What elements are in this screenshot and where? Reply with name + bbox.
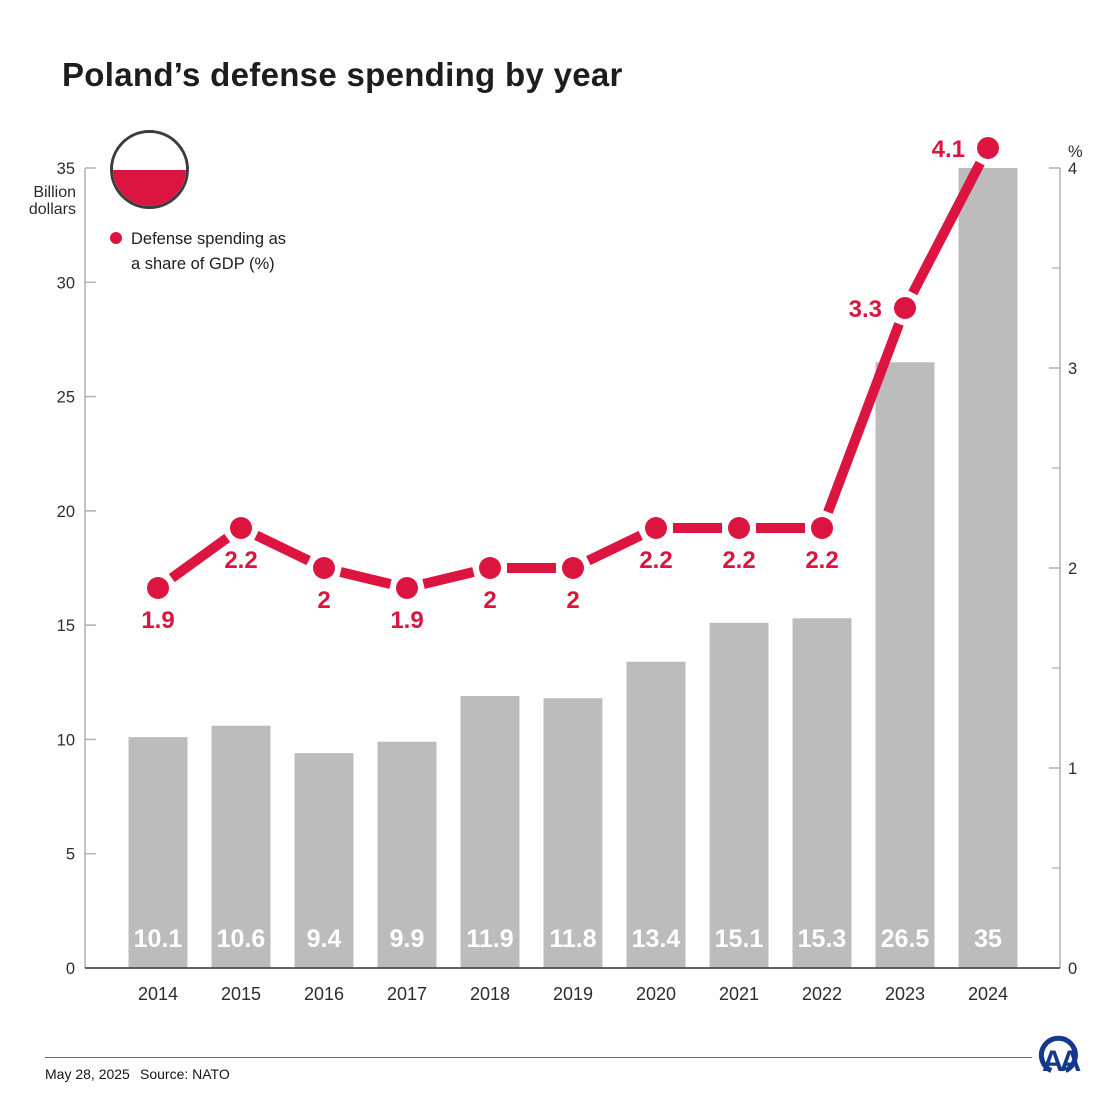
legend-label-line2: a share of GDP (%) <box>131 255 275 273</box>
gdp-value-label-2020: 2.2 <box>639 547 672 574</box>
anadolu-agency-logo-letters: AA <box>1042 1045 1081 1078</box>
gdp-value-label-2021: 2.2 <box>722 547 755 574</box>
gdp-point-2024 <box>977 137 999 159</box>
bar-value-label-2016: 9.4 <box>307 925 342 953</box>
bar-2022 <box>792 618 852 968</box>
footer-source: Source: NATO <box>140 1066 230 1082</box>
gdp-point-2020 <box>645 517 667 539</box>
gdp-value-label-2018: 2 <box>483 587 496 614</box>
gdp-line-segment-2016-2017 <box>339 567 392 589</box>
gdp-point-2016 <box>313 557 335 579</box>
bar-value-label-2018: 11.9 <box>466 925 513 953</box>
x-axis-label-2016: 2016 <box>304 984 344 1004</box>
gdp-point-2021 <box>728 517 750 539</box>
right-axis-tick-label-0: 0 <box>1068 960 1077 978</box>
bar-value-label-2024: 35 <box>974 925 1002 953</box>
gdp-value-label-2016: 2 <box>317 587 330 614</box>
gdp-point-2014 <box>147 577 169 599</box>
x-axis-label-2015: 2015 <box>221 984 261 1004</box>
left-axis-tick-label-25: 25 <box>57 389 75 407</box>
gdp-value-label-2024: 4.1 <box>932 136 965 163</box>
gdp-value-label-2014: 1.9 <box>141 607 174 634</box>
bar-value-label-2022: 15.3 <box>798 925 847 953</box>
gdp-point-2015 <box>230 517 252 539</box>
gdp-value-label-2017: 1.9 <box>390 607 423 634</box>
gdp-point-2023 <box>894 297 916 319</box>
bar-value-label-2015: 10.6 <box>217 925 266 953</box>
footer-date: May 28, 2025 <box>45 1066 130 1082</box>
bar-value-label-2020: 13.4 <box>632 925 681 953</box>
left-axis-tick-label-10: 10 <box>57 731 75 749</box>
left-axis-tick-label-5: 5 <box>66 846 75 864</box>
x-axis-label-2019: 2019 <box>553 984 593 1004</box>
legend-marker-icon <box>110 232 122 244</box>
left-axis-tick-label-15: 15 <box>57 617 75 635</box>
gdp-line-segment-2015-2016 <box>254 530 311 566</box>
bar-2024 <box>958 168 1018 968</box>
bar-value-label-2021: 15.1 <box>715 925 764 953</box>
left-axis-unit-line2: dollars <box>28 201 76 218</box>
gdp-value-label-2015: 2.2 <box>224 547 257 574</box>
x-axis-label-2024: 2024 <box>968 984 1008 1004</box>
gdp-line-segment-2023-2024 <box>908 160 985 296</box>
left-axis-tick-label-30: 30 <box>57 274 75 292</box>
right-axis-tick-label-2: 2 <box>1068 560 1077 578</box>
bar-2023 <box>875 362 935 968</box>
anadolu-agency-logo: AA <box>1038 1035 1085 1078</box>
legend: Defense spending as a share of GDP (%) <box>110 227 286 277</box>
x-axis-label-2021: 2021 <box>719 984 759 1004</box>
anadolu-agency-logo-arc <box>1038 1035 1078 1073</box>
left-axis-unit-label: Billion dollars <box>0 184 76 218</box>
gdp-point-2017 <box>396 577 418 599</box>
x-axis-label-2020: 2020 <box>636 984 676 1004</box>
x-axis-label-2023: 2023 <box>885 984 925 1004</box>
legend-label-line1: Defense spending as <box>131 230 287 248</box>
bar-value-label-2017: 9.9 <box>390 925 425 953</box>
gdp-value-label-2019: 2 <box>566 587 579 614</box>
bar-2019 <box>543 698 603 968</box>
bar-value-label-2014: 10.1 <box>134 925 183 953</box>
bar-2015 <box>211 725 271 968</box>
poland-flag-icon <box>110 130 189 209</box>
page-title: Poland’s defense spending by year <box>62 56 623 93</box>
gdp-point-2019 <box>562 557 584 579</box>
gdp-point-2022 <box>811 517 833 539</box>
left-axis-tick-label-35: 35 <box>57 160 75 178</box>
x-axis-label-2014: 2014 <box>138 984 178 1004</box>
left-axis-unit-line1: Billion <box>33 184 76 201</box>
gdp-value-label-2022: 2.2 <box>805 547 838 574</box>
gdp-line-segment-2019-2020 <box>586 530 643 566</box>
bar-2016 <box>294 753 354 968</box>
bar-2017 <box>377 741 437 968</box>
gdp-line-segment-2017-2018 <box>422 567 475 589</box>
gdp-line-segment-2014-2015 <box>168 533 231 583</box>
gdp-value-label-2023: 3.3 <box>849 296 882 323</box>
x-axis-label-2018: 2018 <box>470 984 510 1004</box>
right-axis-tick-label-1: 1 <box>1068 760 1077 778</box>
footer-divider <box>45 1057 1032 1058</box>
bar-value-label-2019: 11.8 <box>549 925 596 953</box>
bar-2014 <box>128 737 188 968</box>
x-axis-label-2022: 2022 <box>802 984 842 1004</box>
left-axis-tick-label-20: 20 <box>57 503 75 521</box>
bar-2018 <box>460 696 520 968</box>
left-axis-tick-label-0: 0 <box>66 960 75 978</box>
right-axis-tick-label-4: 4 <box>1068 160 1077 178</box>
bar-2020 <box>626 661 686 968</box>
gdp-line-segment-2022-2023 <box>823 322 904 514</box>
right-axis-tick-label-3: 3 <box>1068 360 1077 378</box>
bar-value-label-2023: 26.5 <box>881 925 930 953</box>
gdp-point-2018 <box>479 557 501 579</box>
right-axis-unit-label: % <box>1068 143 1083 161</box>
legend-label: Defense spending as a share of GDP (%) <box>131 227 286 277</box>
bar-2021 <box>709 622 769 968</box>
x-axis-label-2017: 2017 <box>387 984 427 1004</box>
